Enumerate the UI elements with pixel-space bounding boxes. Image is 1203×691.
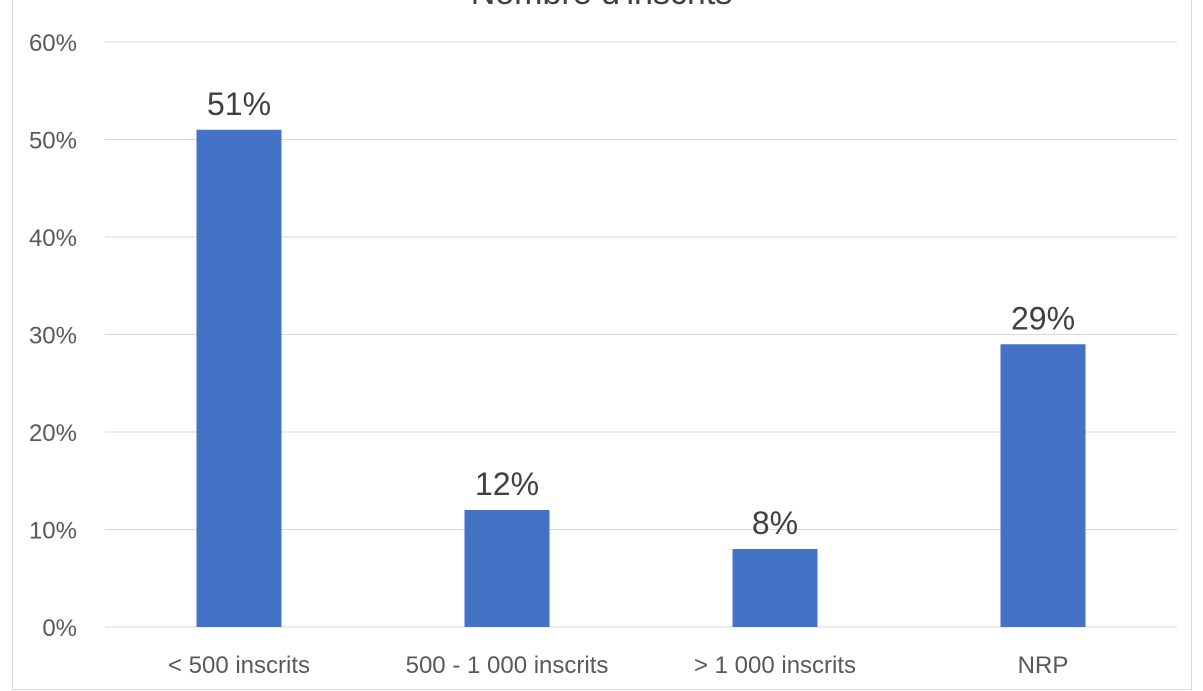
y-axis: 0% 10% 20% 30% 40% 50% 60% — [29, 30, 77, 642]
bar — [732, 549, 818, 627]
x-tick-label: < 500 inscrits — [168, 652, 310, 679]
y-tick-label: 60% — [29, 30, 77, 57]
y-tick-label: 40% — [29, 225, 77, 252]
x-tick-label: > 1 000 inscrits — [694, 652, 856, 679]
y-tick-label: 10% — [29, 518, 77, 545]
gridlines — [105, 41, 1177, 628]
data-label: 51% — [207, 86, 271, 122]
y-tick-label: 50% — [29, 128, 77, 155]
data-label: 8% — [752, 505, 798, 541]
chart-frame — [12, 0, 1192, 690]
bar — [196, 129, 282, 627]
data-label: 12% — [475, 466, 539, 502]
y-tick-label: 20% — [29, 420, 77, 447]
bar — [464, 510, 550, 627]
y-tick-label: 0% — [42, 615, 77, 642]
y-tick-label: 30% — [29, 323, 77, 350]
bar — [1000, 344, 1086, 627]
chart-title: Nombre d'inscrits — [0, 0, 1203, 13]
bars — [196, 129, 1086, 627]
x-tick-label: NRP — [1018, 652, 1069, 679]
x-tick-label: 500 - 1 000 inscrits — [406, 652, 609, 679]
data-label: 29% — [1011, 300, 1075, 336]
data-labels: 51% 12% 8% 29% — [207, 86, 1075, 541]
x-axis: < 500 inscrits 500 - 1 000 inscrits > 1 00… — [168, 652, 1068, 679]
